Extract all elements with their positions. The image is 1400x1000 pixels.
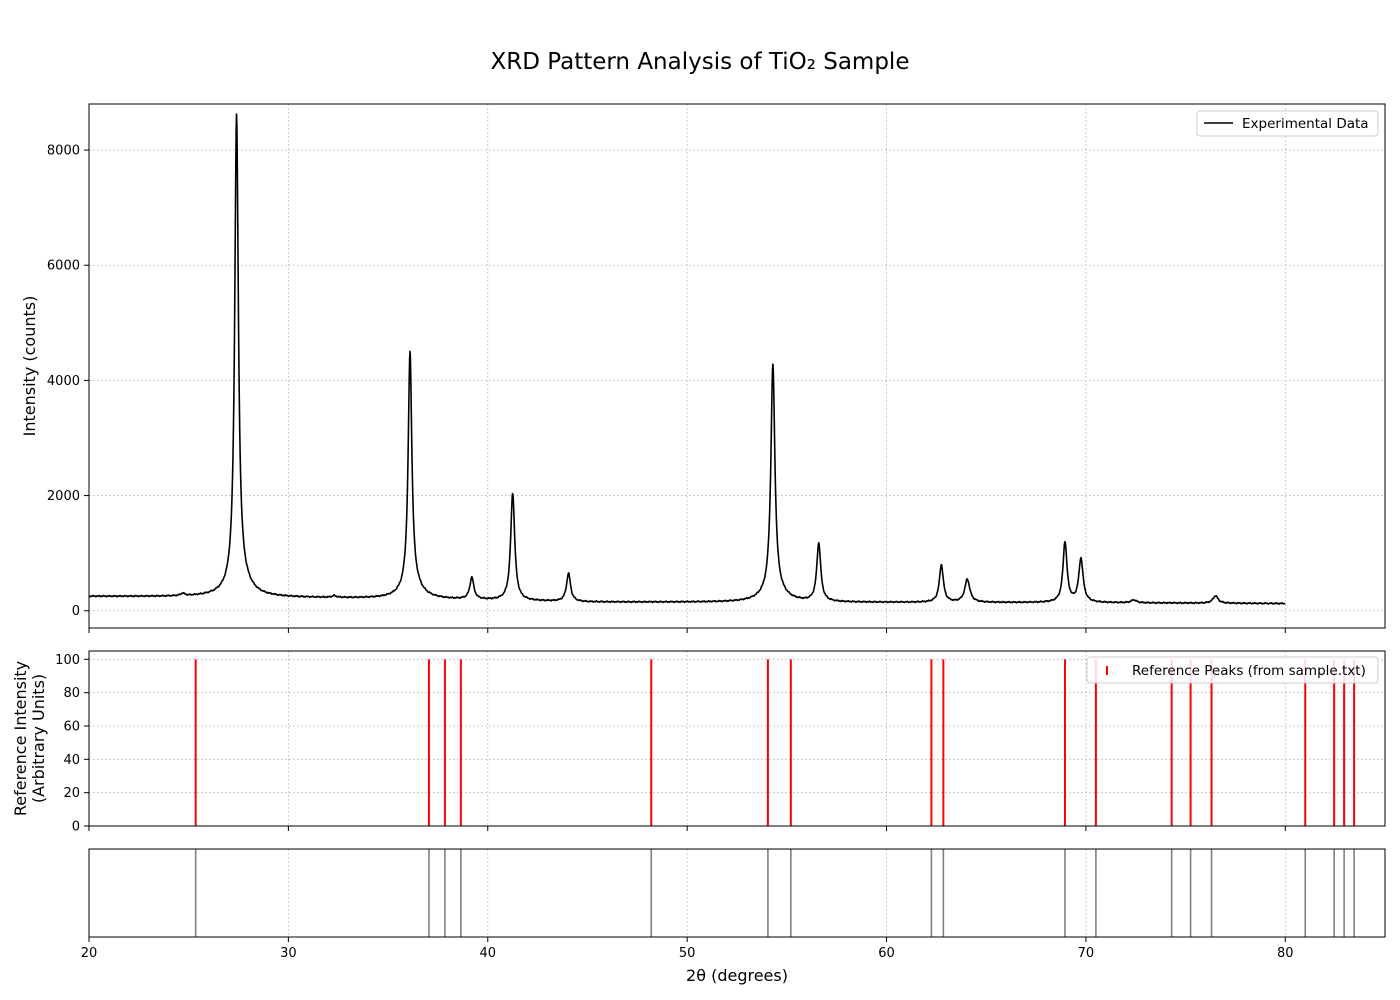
y-tick-label: 80 <box>63 686 80 701</box>
marker-panel: 20 30 40 50 60 70 80 <box>81 848 1386 961</box>
x-tick-label: 30 <box>280 946 297 961</box>
experimental-panel: 0 2000 4000 6000 8000 Intensity (counts) Exper… <box>20 103 1386 633</box>
y-tick-label: 60 <box>63 720 80 735</box>
x-tick-label: 80 <box>1277 946 1294 961</box>
chart-title: XRD Pattern Analysis of TiO₂ Sample <box>491 49 910 75</box>
reference-panel: 0 20 40 60 80 100 Reference Intensity(Arbitrar… <box>11 650 1386 835</box>
x-tick-label: 60 <box>878 946 895 961</box>
legend-label: Experimental Data <box>1242 116 1369 132</box>
x-tick-label: 40 <box>479 946 496 961</box>
plot-frame <box>88 650 1386 827</box>
y-tick-label: 6000 <box>47 259 80 274</box>
legend-experimental: Experimental Data <box>1196 110 1379 137</box>
y-tick-label: 100 <box>55 653 80 668</box>
y-tick-label: 20 <box>63 786 80 801</box>
y-tick-label: 4000 <box>47 374 80 389</box>
y-axis-title-line1: Reference Intensity <box>11 661 30 816</box>
x-tick-label: 70 <box>1078 946 1095 961</box>
y-tick-label: 0 <box>72 820 80 835</box>
y-tick-label: 40 <box>63 753 80 768</box>
y-tick-label: 2000 <box>47 489 80 504</box>
plot-frame <box>88 848 1386 938</box>
legend-label: Reference Peaks (from sample.txt) <box>1132 663 1366 679</box>
legend-reference: Reference Peaks (from sample.txt) <box>1086 656 1379 684</box>
legend-box <box>1196 110 1379 137</box>
y-axis-title-intensity: Intensity (counts) <box>20 296 39 437</box>
plot-frame <box>88 103 1386 629</box>
experimental-data-line <box>88 113 1286 605</box>
y-axis-title-line2: (Arbitrary Units) <box>29 674 48 803</box>
x-tick-label: 20 <box>81 946 98 961</box>
x-tick-label: 50 <box>679 946 696 961</box>
x-axis-title: 2θ (degrees) <box>686 966 788 985</box>
y-tick-label: 0 <box>72 604 80 619</box>
y-axis-title-reference: Reference Intensity(Arbitrary Units) <box>11 661 48 816</box>
y-tick-label: 8000 <box>47 144 80 159</box>
legend-box <box>1086 656 1379 684</box>
